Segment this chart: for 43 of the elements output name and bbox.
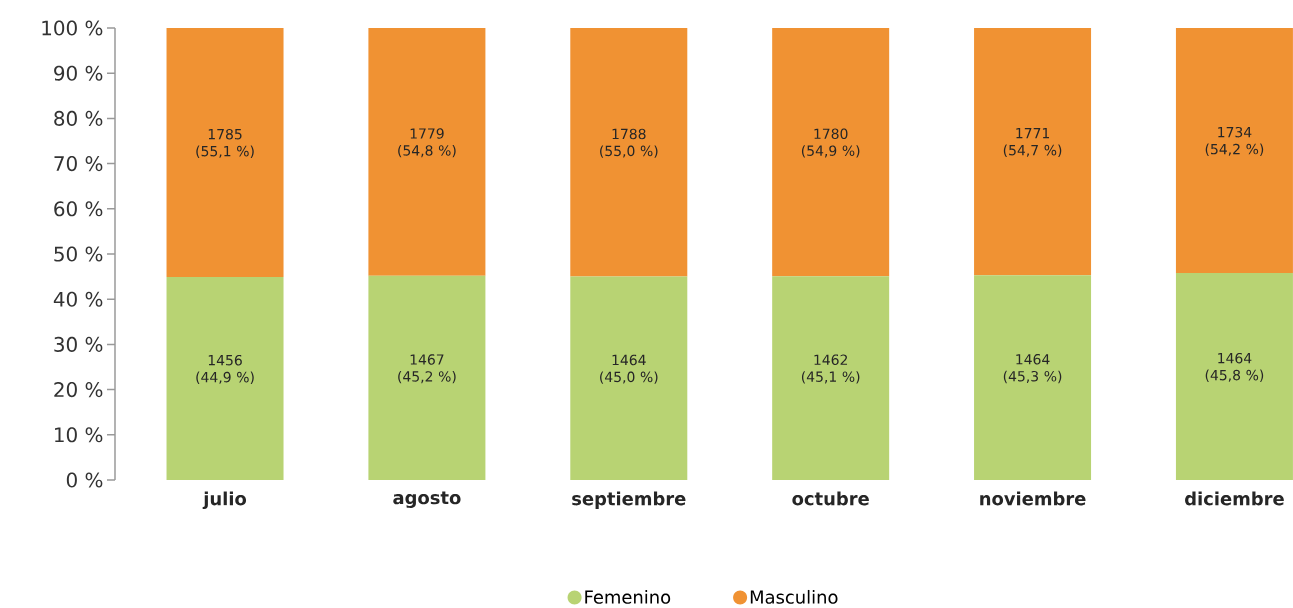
y-tick-label: 60 % bbox=[54, 201, 103, 217]
data-label: 1456 (44,9 %) bbox=[196, 354, 254, 385]
y-tick-label: 30 % bbox=[54, 336, 103, 352]
bar bbox=[570, 276, 688, 480]
y-tick-label: 20 % bbox=[54, 382, 103, 398]
legend-label: Femenino bbox=[585, 589, 671, 604]
bar bbox=[772, 28, 890, 277]
bar bbox=[1175, 28, 1293, 273]
x-tick-label: octubre bbox=[792, 491, 869, 506]
x-tick-label: julio bbox=[202, 491, 247, 510]
data-label: 1779 (54,8 %) bbox=[398, 128, 456, 158]
y-tick-label: 90 % bbox=[54, 65, 103, 81]
data-label: 1734 (54,2 %) bbox=[1205, 126, 1264, 157]
bar bbox=[1175, 272, 1293, 480]
x-tick-label: agosto bbox=[393, 491, 461, 508]
data-label: 1464 (45,8 %) bbox=[1205, 352, 1264, 383]
data-label: 1785 (55,1 %) bbox=[196, 128, 254, 159]
y-tick-label: 50 % bbox=[54, 246, 103, 262]
legend-label: Masculino bbox=[750, 589, 838, 604]
bar bbox=[368, 28, 486, 276]
y-tick-label: 100 % bbox=[42, 20, 103, 36]
data-label: 1788 (55,0 %) bbox=[600, 128, 658, 158]
bar bbox=[772, 276, 890, 480]
bar bbox=[166, 28, 284, 278]
data-label: 1462 (45,1 %) bbox=[801, 354, 860, 384]
data-label: 1467 (45,2 %) bbox=[398, 354, 456, 384]
y-tick-label: 0 % bbox=[66, 472, 103, 488]
data-label: 1464 (45,3 %) bbox=[1003, 354, 1062, 384]
x-tick-label: noviembre bbox=[980, 491, 1086, 506]
y-tick-label: 10 % bbox=[55, 427, 103, 443]
data-label: 1771 (54,7 %) bbox=[1003, 128, 1062, 158]
bar bbox=[368, 275, 486, 480]
y-tick-label: 70 % bbox=[54, 156, 103, 172]
bar bbox=[570, 28, 688, 277]
data-label: 1464 (45,0 %) bbox=[600, 354, 658, 384]
y-tick-label: 40 % bbox=[53, 291, 103, 307]
x-tick-label: septiembre bbox=[572, 491, 686, 509]
data-label: 1780 (54,9 %) bbox=[801, 128, 860, 158]
x-tick-label: diciembre bbox=[1185, 491, 1284, 506]
bar bbox=[974, 28, 1092, 276]
y-tick-label: 80 % bbox=[54, 110, 103, 126]
bar bbox=[974, 275, 1092, 480]
bar bbox=[166, 277, 284, 480]
